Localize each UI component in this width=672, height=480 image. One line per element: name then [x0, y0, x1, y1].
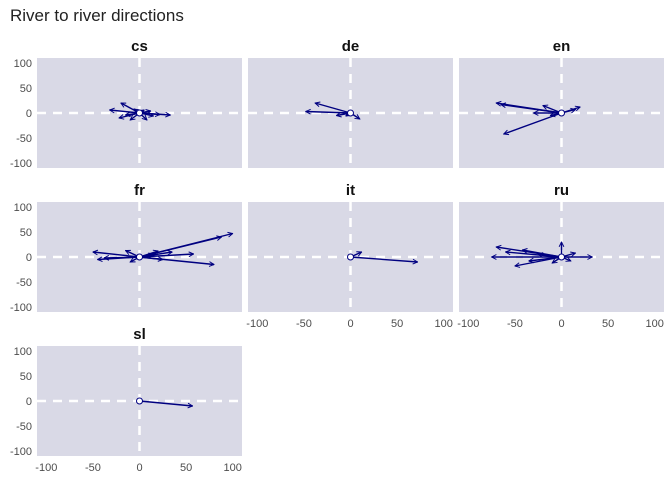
x-tick-label: 50 — [602, 318, 614, 330]
origin-point — [136, 397, 143, 405]
x-tick-label: -50 — [296, 318, 312, 330]
direction-arrow — [538, 255, 562, 258]
facet-label: de — [342, 38, 360, 55]
x-tick-label: 0 — [136, 462, 142, 474]
facet-label: en — [553, 38, 571, 55]
origin-point — [136, 253, 143, 261]
facet-label: fr — [134, 182, 145, 199]
x-tick-label: -50 — [85, 462, 101, 474]
y-tick-label: 0 — [26, 108, 32, 120]
facet-label: ru — [554, 182, 569, 199]
facet-fr: fr 100 50 0 -50 -100 — [10, 182, 242, 314]
x-tick-label: 0 — [347, 318, 353, 330]
y-tick-label: -50 — [16, 277, 32, 289]
facet-label: cs — [131, 38, 148, 55]
direction-arrow — [315, 103, 351, 114]
y-tick-label: 50 — [20, 83, 32, 95]
y-tick-label: 50 — [20, 227, 32, 239]
direction-arrow — [501, 105, 562, 114]
x-tick-label: 50 — [180, 462, 192, 474]
origin-point — [558, 109, 565, 117]
y-tick-label: -50 — [16, 421, 32, 433]
facet-cs: cs 100 50 0 -50 -100 — [10, 38, 242, 170]
direction-arrow — [139, 257, 163, 260]
y-tick-label: 0 — [26, 252, 32, 264]
y-tick-label: -100 — [10, 158, 32, 170]
facet-ru: ru -100 -50 0 50 100 — [457, 182, 664, 330]
x-tick-label: -50 — [507, 318, 523, 330]
x-tick-label: 0 — [558, 318, 564, 330]
origin-point — [558, 253, 565, 261]
direction-arrow — [306, 112, 351, 114]
x-tick-label: 100 — [435, 318, 453, 330]
y-tick-label: 100 — [14, 346, 32, 358]
direction-arrow — [529, 256, 562, 261]
facet-sl: sl 100 50 0 -50 -100-100 -50 0 50 100 — [10, 326, 242, 474]
direction-arrow — [104, 257, 140, 258]
chart-title: River to river directions — [10, 6, 184, 25]
facet-en: en — [459, 38, 664, 168]
origin-point — [347, 253, 354, 261]
y-tick-label: 100 — [14, 202, 32, 214]
x-tick-label: -100 — [35, 462, 57, 474]
direction-arrow — [93, 252, 140, 258]
x-tick-label: 50 — [391, 318, 403, 330]
y-tick-label: -100 — [10, 302, 32, 314]
facets-layer: cs 100 50 0 -50 -100 de en fr 100 50 0 -50 -100 it -100… — [10, 38, 664, 474]
direction-arrow — [350, 256, 418, 262]
facet-de: de — [248, 38, 453, 168]
direction-arrow — [139, 400, 193, 406]
y-tick-label: 0 — [26, 396, 32, 408]
facet-it: it -100 -50 0 50 100 — [246, 182, 453, 330]
facet-label: it — [346, 182, 355, 199]
y-tick-label: 50 — [20, 371, 32, 383]
origin-point — [347, 109, 354, 117]
x-tick-label: 100 — [224, 462, 242, 474]
x-tick-label: 100 — [646, 318, 664, 330]
y-tick-label: -100 — [10, 446, 32, 458]
y-tick-label: 100 — [14, 58, 32, 70]
y-tick-label: -50 — [16, 133, 32, 145]
x-tick-label: -100 — [457, 318, 479, 330]
x-tick-label: -100 — [246, 318, 268, 330]
facet-label: sl — [133, 326, 146, 343]
origin-point — [136, 109, 143, 117]
